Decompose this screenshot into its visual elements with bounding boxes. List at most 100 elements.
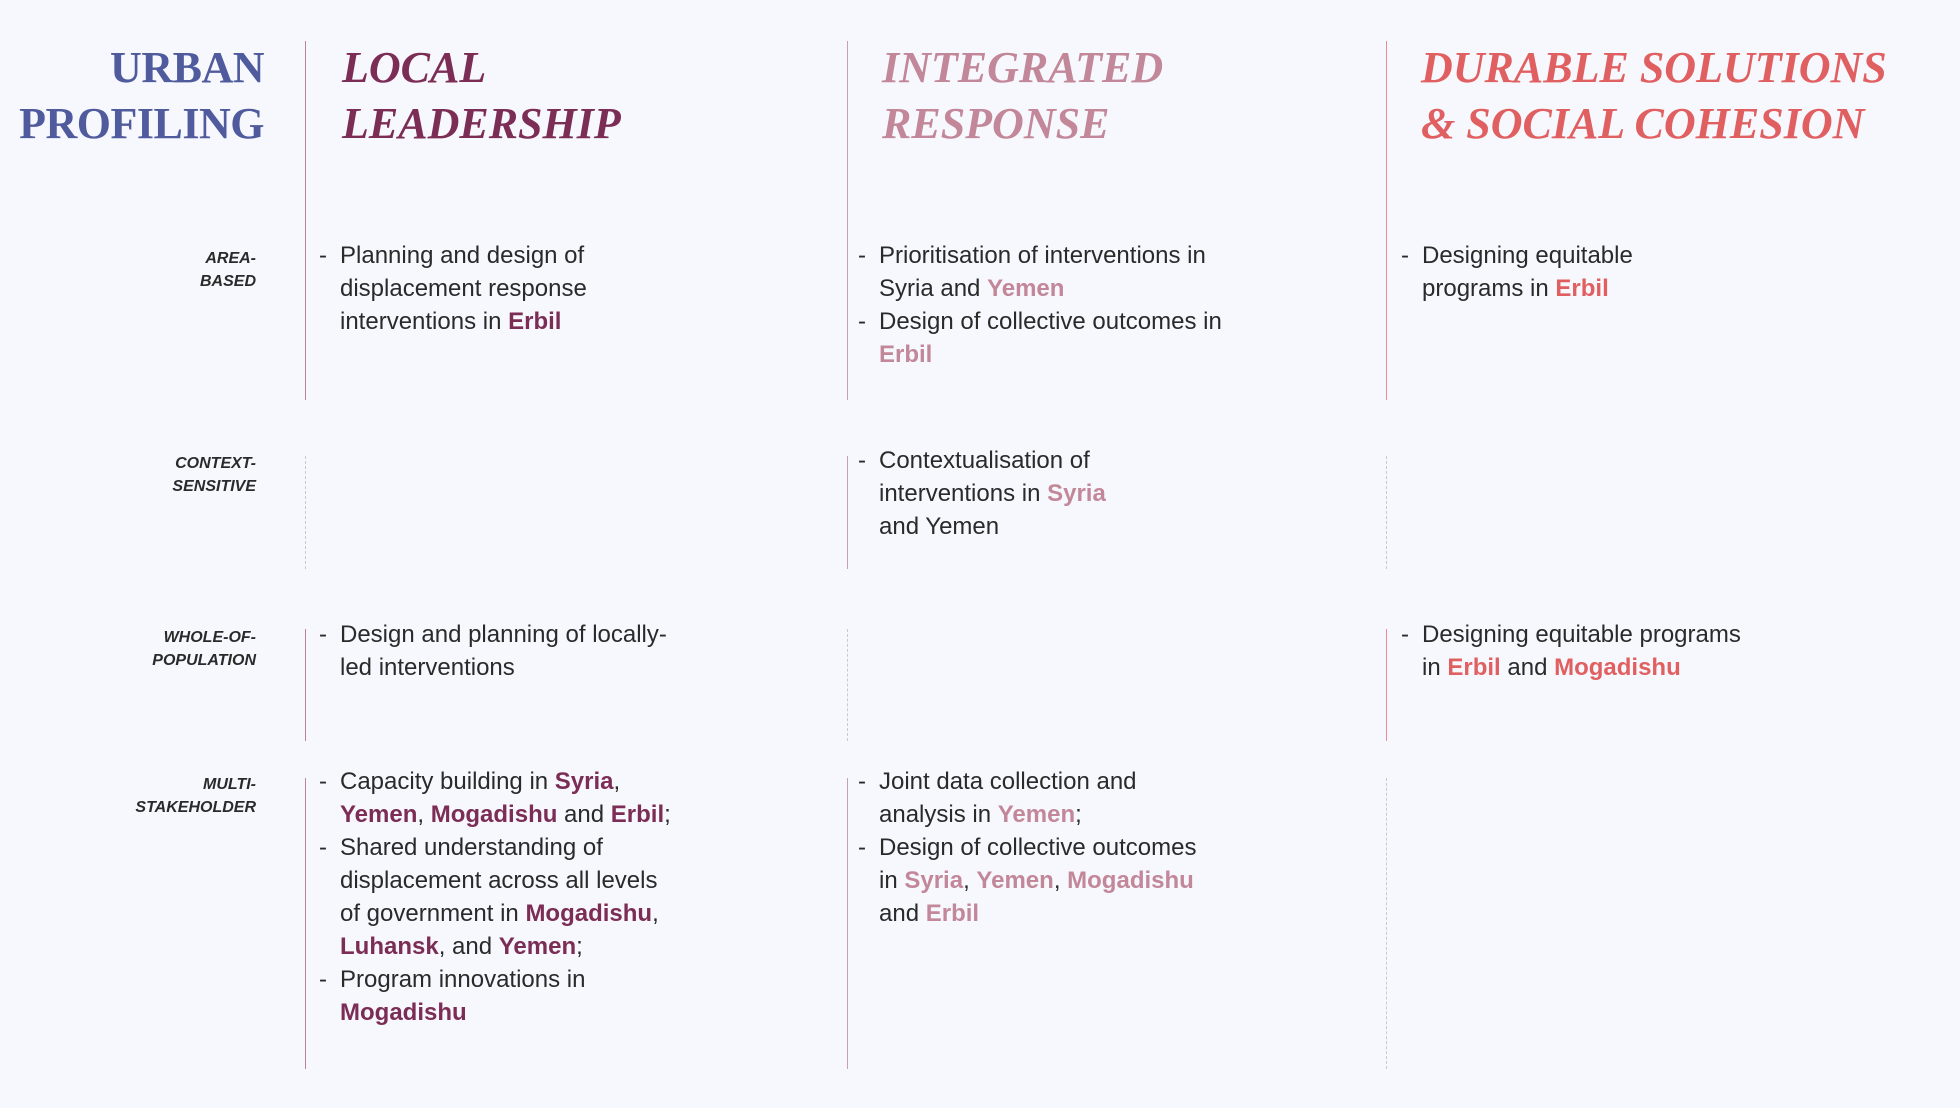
text-segment: ; <box>664 801 671 828</box>
bullet-dash: - <box>858 242 866 269</box>
divider <box>847 41 848 400</box>
text-segment: Program innovations in <box>340 966 586 993</box>
text-segment: and <box>557 801 611 828</box>
bullet-item: - Design and planning of locally-led inte… <box>319 618 667 684</box>
location-highlight: Erbil <box>925 900 980 927</box>
bullet-dash: - <box>319 242 327 269</box>
bullet-dash: - <box>319 621 327 648</box>
location-highlight: Yemen <box>976 867 1054 894</box>
text-segment: displacement across all levels <box>340 867 658 894</box>
cell: - Joint data collection and analysis in Ye… <box>858 765 1196 930</box>
divider-dashed <box>847 629 848 741</box>
bullet-item: - Design of collective outcomes in Syria, … <box>858 831 1196 930</box>
text-line: Mogadishu <box>340 996 671 1029</box>
cell: - Design and planning of locally-led inte… <box>319 618 667 684</box>
column-header-durable-solutions: DURABLE SOLUTIONS & SOCIAL COHESION <box>1421 43 1887 148</box>
text-segment: Design and planning of locally- <box>340 621 667 648</box>
divider <box>305 41 306 400</box>
divider-dashed <box>1386 456 1387 569</box>
row-label-line: POPULATION <box>152 652 256 669</box>
text-segment: of government in <box>340 900 526 927</box>
row-label: CONTEXT- SENSITIVE <box>172 452 256 498</box>
text-line: Joint data collection and <box>879 765 1196 798</box>
text-line: and Erbil <box>879 897 1196 930</box>
text-line: of government in Mogadishu, <box>340 897 671 930</box>
bullet-dash: - <box>858 308 866 335</box>
text-segment: ; <box>576 933 583 960</box>
text-segment: , <box>963 867 977 894</box>
divider <box>305 778 306 1069</box>
text-segment: Prioritisation of interventions in <box>879 242 1206 269</box>
divider <box>1386 629 1387 741</box>
title-urban-profiling: URBAN PROFILING <box>19 40 264 152</box>
bullet-item: - Design of collective outcomes in Erbil <box>858 305 1222 371</box>
text-line: led interventions <box>340 651 667 684</box>
text-segment: Joint data collection and <box>879 768 1137 795</box>
text-line: programs in Erbil <box>1422 272 1633 305</box>
location-highlight: Mogadishu <box>1554 654 1681 681</box>
text-segment: Syria and <box>879 275 988 302</box>
text-segment: led interventions <box>340 654 515 681</box>
text-line: Luhansk, and Yemen; <box>340 930 671 963</box>
text-segment: , <box>652 900 659 927</box>
text-line: Design and planning of locally- <box>340 618 667 651</box>
text-segment: and <box>879 900 926 927</box>
text-line: Designing equitable programs <box>1422 618 1741 651</box>
text-line: Capacity building in Syria, <box>340 765 671 798</box>
bullet-item: - Capacity building in Syria, Yemen, Mogad… <box>319 765 671 831</box>
text-line: Design of collective outcomes in <box>879 305 1222 338</box>
text-line: Shared understanding of <box>340 831 671 864</box>
bullet-dash: - <box>319 834 327 861</box>
title-line: URBAN <box>110 43 264 92</box>
text-line: Contextualisation of <box>879 444 1106 477</box>
text-segment: in <box>1422 654 1448 681</box>
text-segment: Capacity building in <box>340 768 555 795</box>
cell: - Capacity building in Syria, Yemen, Mogad… <box>319 765 671 1029</box>
row-label: AREA- BASED <box>200 247 256 293</box>
column-header-local-leadership: LOCAL LEADERSHIP <box>342 43 621 148</box>
divider <box>305 629 306 741</box>
bullet-item: - Joint data collection and analysis in Ye… <box>858 765 1196 831</box>
text-segment: displacement response <box>340 275 587 302</box>
location-highlight: Erbil <box>508 308 562 335</box>
title-line: PROFILING <box>19 99 264 148</box>
text-line: interventions in Syria <box>879 477 1106 510</box>
row-label-line: CONTEXT- <box>175 455 256 472</box>
location-highlight: Mogadishu <box>525 900 653 927</box>
text-segment: interventions in <box>879 480 1048 507</box>
text-line: displacement response <box>340 272 587 305</box>
cell: - Designing equitable programs in Erbil an… <box>1401 618 1741 684</box>
location-highlight: Syria <box>554 768 614 795</box>
divider <box>1386 41 1387 400</box>
text-line: in Erbil and Mogadishu <box>1422 651 1741 684</box>
text-segment: , <box>1053 867 1068 894</box>
divider <box>847 778 848 1069</box>
location-highlight: Mogadishu <box>430 801 558 828</box>
location-highlight: Erbil <box>879 341 933 368</box>
text-segment: in <box>879 867 905 894</box>
cell: - Contextualisation of interventions in Sy… <box>858 444 1106 543</box>
row-label-line: AREA- <box>205 250 256 267</box>
text-line: Planning and design of <box>340 239 587 272</box>
text-segment: Design of collective outcomes <box>879 834 1197 861</box>
text-line: displacement across all levels <box>340 864 671 897</box>
text-line: Designing equitable <box>1422 239 1633 272</box>
location-highlight: Yemen <box>987 275 1065 302</box>
cell: - Prioritisation of interventions in Syria… <box>858 239 1222 371</box>
bullet-dash: - <box>319 966 327 993</box>
row-label-line: MULTI- <box>202 776 256 793</box>
bullet-dash: - <box>1401 242 1409 269</box>
text-line: analysis in Yemen; <box>879 798 1196 831</box>
bullet-dash: - <box>858 768 866 795</box>
bullet-dash: - <box>319 768 327 795</box>
location-highlight: Yemen <box>498 933 577 960</box>
text-segment: and <box>1500 654 1555 681</box>
text-line: Erbil <box>879 338 1222 371</box>
location-highlight: Luhansk <box>340 933 439 960</box>
column-header-integrated-response: INTEGRATED RESPONSE <box>882 43 1164 148</box>
text-segment: Shared understanding of <box>340 834 603 861</box>
location-highlight: Mogadishu <box>340 999 467 1026</box>
bullet-item: - Contextualisation of interventions in Sy… <box>858 444 1106 543</box>
text-segment: Planning and design of <box>340 242 585 269</box>
text-segment: and Yemen <box>879 513 1000 540</box>
